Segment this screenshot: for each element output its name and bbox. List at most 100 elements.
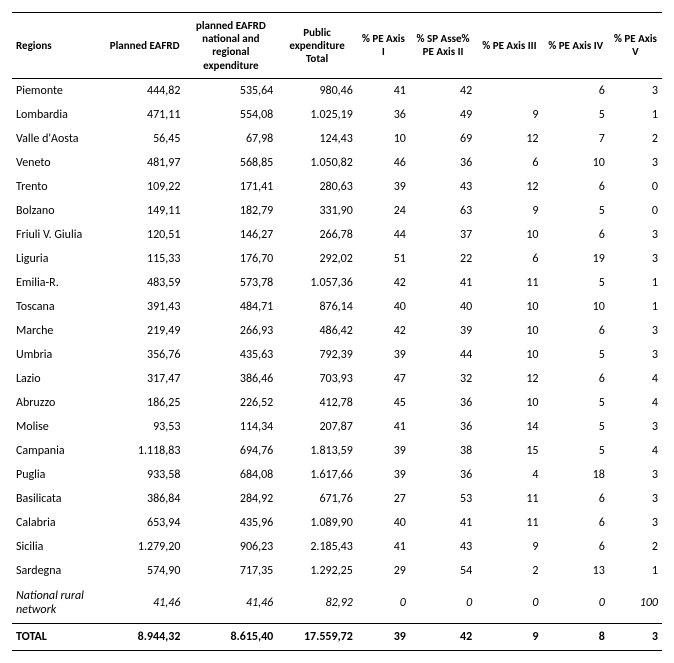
cell-planned_eafrd_nr: 435,63	[184, 343, 277, 367]
cell-pe5: 100	[609, 583, 662, 624]
cell-public_exp: 331,90	[277, 199, 357, 223]
cell-public_exp: 266,78	[277, 223, 357, 247]
cell-pe2: 41	[410, 271, 476, 295]
cell-planned_eafrd_nr: 535,64	[184, 78, 277, 103]
cell-planned_eafrd: 653,94	[105, 511, 185, 535]
col-pe-axis-2: % SP Asse% PE Axis II	[410, 13, 476, 79]
cell-planned_eafrd_nr: 114,34	[184, 415, 277, 439]
cell-pe2: 32	[410, 367, 476, 391]
cell-pe3: 10	[476, 295, 542, 319]
cell-public_exp: 1.025,19	[277, 103, 357, 127]
cell-planned_eafrd: 149,11	[105, 199, 185, 223]
cell-pe3: 15	[476, 439, 542, 463]
cell-planned_eafrd: 186,25	[105, 391, 185, 415]
cell-pe3: 9	[476, 535, 542, 559]
cell-pe3: 2	[476, 559, 542, 583]
cell-pe2: 49	[410, 103, 476, 127]
cell-planned_eafrd: 471,11	[105, 103, 185, 127]
cell-pe4: 6	[543, 175, 609, 199]
cell-pe3: 6	[476, 247, 542, 271]
cell-pe1: 40	[357, 295, 410, 319]
cell-pe1: 46	[357, 151, 410, 175]
cell-planned_eafrd_nr: 182,79	[184, 199, 277, 223]
cell-pe4: 6	[543, 535, 609, 559]
cell-pe2: 69	[410, 127, 476, 151]
cell-region: Calabria	[12, 511, 105, 535]
cell-pe1: 27	[357, 487, 410, 511]
cell-pe3: 14	[476, 415, 542, 439]
cell-region: Campania	[12, 439, 105, 463]
cell-public_exp: 876,14	[277, 295, 357, 319]
cell-pe2: 43	[410, 175, 476, 199]
cell-planned_eafrd: 391,43	[105, 295, 185, 319]
cell-pe1: 39	[357, 439, 410, 463]
table-row: Umbria356,76435,63792,3939441053	[12, 343, 662, 367]
cell-pe5: 3	[609, 511, 662, 535]
cell-pe1: 39	[357, 343, 410, 367]
cell-pe5: 3	[609, 487, 662, 511]
cell-pe5: 3	[609, 319, 662, 343]
cell-pe4: 6	[543, 319, 609, 343]
cell-pe3: 9	[476, 103, 542, 127]
cell-planned_eafrd: 933,58	[105, 463, 185, 487]
table-row: Sicilia1.279,20906,232.185,434143962	[12, 535, 662, 559]
table-row: Marche219,49266,93486,4242391063	[12, 319, 662, 343]
cell-planned_eafrd: 115,33	[105, 247, 185, 271]
cell-pe3: 10	[476, 391, 542, 415]
cell-pe4: 5	[543, 391, 609, 415]
cell-pe2: 54	[410, 559, 476, 583]
cell-region: Sardegna	[12, 559, 105, 583]
cell-pe3: 10	[476, 319, 542, 343]
cell-pe3: 4	[476, 463, 542, 487]
cell-pe5: 1	[609, 559, 662, 583]
cell-pe4: 18	[543, 463, 609, 487]
cell-pe5: 0	[609, 175, 662, 199]
cell-pe2: 22	[410, 247, 476, 271]
cell-planned_eafrd: 1.118,83	[105, 439, 185, 463]
table-row: Toscana391,43484,71876,14404010101	[12, 295, 662, 319]
cell-pe2: 36	[410, 391, 476, 415]
table-row: Valle d'Aosta56,4567,98124,4310691272	[12, 127, 662, 151]
cell-region: Liguria	[12, 247, 105, 271]
cell-region: Piemonte	[12, 78, 105, 103]
cell-pe4: 6	[543, 223, 609, 247]
cell-public_exp: 207,87	[277, 415, 357, 439]
col-pe-axis-5: % PE Axis V	[609, 13, 662, 79]
col-regions: Regions	[12, 13, 105, 79]
cell-pe1: 47	[357, 367, 410, 391]
cell-pe5: 3	[609, 247, 662, 271]
cell-region: Friuli V. Giulia	[12, 223, 105, 247]
table-row: Trento109,22171,41280,6339431260	[12, 175, 662, 199]
cell-region: Abruzzo	[12, 391, 105, 415]
header-row: Regions Planned EAFRD planned EAFRD nati…	[12, 13, 662, 79]
cell-region: Molise	[12, 415, 105, 439]
cell-public_exp: 280,63	[277, 175, 357, 199]
cell-region: Lombardia	[12, 103, 105, 127]
cell-public_exp: 2.185,43	[277, 535, 357, 559]
cell-planned-eafrd: 8.944,32	[105, 623, 185, 650]
cell-pe1: 29	[357, 559, 410, 583]
cell-public_exp: 671,76	[277, 487, 357, 511]
cell-pe1: 41	[357, 78, 410, 103]
cell-pe5: 3	[609, 463, 662, 487]
cell-planned_eafrd_nr: 435,96	[184, 511, 277, 535]
cell-pe4: 10	[543, 151, 609, 175]
cell-pe2: 36	[410, 463, 476, 487]
cell-pe2: 63	[410, 199, 476, 223]
cell-public_exp: 1.089,90	[277, 511, 357, 535]
cell-region: Sicilia	[12, 535, 105, 559]
cell-pe5: 3	[609, 623, 662, 650]
cell-planned_eafrd_nr: 573,78	[184, 271, 277, 295]
cell-planned_eafrd: 483,59	[105, 271, 185, 295]
cell-region: Valle d'Aosta	[12, 127, 105, 151]
cell-pe5: 1	[609, 103, 662, 127]
cell-pe4: 8	[543, 623, 609, 650]
cell-public-exp: 17.559,72	[277, 623, 357, 650]
cell-pe1: 39	[357, 463, 410, 487]
cell-planned_eafrd: 56,45	[105, 127, 185, 151]
cell-planned_eafrd_nr: 67,98	[184, 127, 277, 151]
cell-pe4: 6	[543, 78, 609, 103]
cell-pe4: 5	[543, 439, 609, 463]
cell-pe1: 0	[357, 583, 410, 624]
cell-public_exp: 1.813,59	[277, 439, 357, 463]
